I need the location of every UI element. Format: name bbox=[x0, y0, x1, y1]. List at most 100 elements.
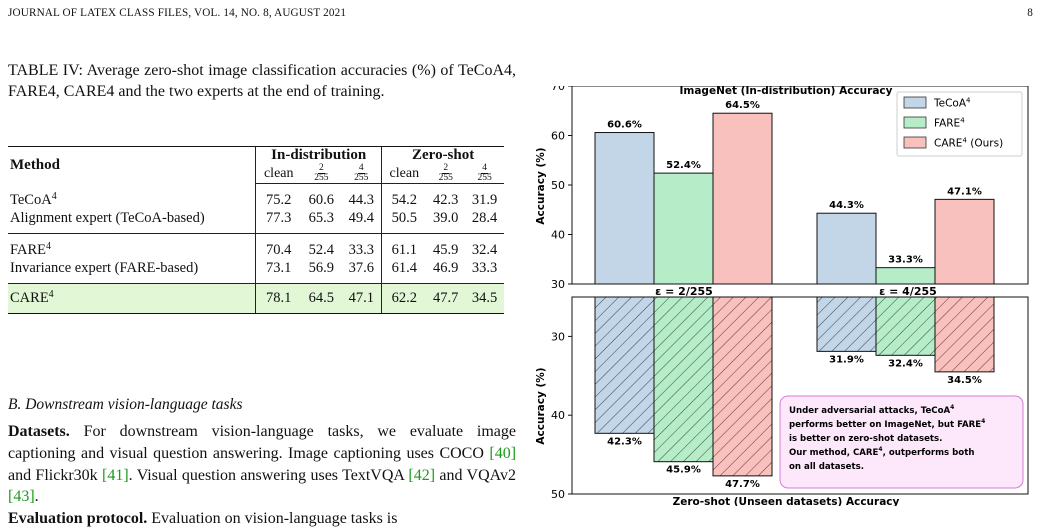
cell: 42.3 bbox=[433, 191, 459, 208]
accuracy-figure: ImageNet (In-distribution) Accuracy 30 40… bbox=[535, 86, 1029, 506]
bar-tecoa bbox=[816, 296, 877, 352]
legend-box bbox=[896, 91, 1023, 157]
row-method: FARE4 bbox=[8, 233, 256, 260]
table-row-highlighted: CARE4 78.1 64.5 47.1 62.2 47.7 34.5 bbox=[8, 283, 504, 314]
cell: 64.5 bbox=[301, 283, 342, 314]
category-label: ε = 2/255 bbox=[655, 285, 713, 298]
cell: 44.3 bbox=[348, 191, 374, 208]
bar-fare bbox=[653, 296, 714, 463]
sub-clean: clean bbox=[381, 164, 427, 184]
citation-link[interactable]: [42] bbox=[408, 466, 436, 484]
bar-fare bbox=[875, 296, 936, 356]
citation-link[interactable]: [43] bbox=[8, 488, 35, 506]
bar-tecoa bbox=[816, 212, 877, 285]
y-tick-label: 30 bbox=[551, 278, 565, 291]
bar-value-label: 47.7% bbox=[725, 479, 760, 490]
cell: 61.1 bbox=[381, 233, 427, 260]
category-label: ε = 4/255 bbox=[879, 285, 937, 298]
annotation-line: is better on zero-shot datasets. bbox=[789, 434, 942, 444]
col-group-in-distribution: In-distribution bbox=[255, 146, 382, 164]
running-header: JOURNAL OF LATEX CLASS FILES, VOL. 14, N… bbox=[8, 7, 1033, 19]
row-method: CARE4 bbox=[8, 283, 256, 314]
cell: 61.4 bbox=[381, 259, 427, 284]
bar-fare bbox=[653, 172, 714, 285]
legend-swatch-fare bbox=[903, 116, 927, 129]
bar-care bbox=[934, 198, 995, 285]
bar-value-label: 42.3% bbox=[607, 436, 642, 447]
cell: 56.9 bbox=[308, 260, 334, 277]
annotation-box: Under adversarial attacks, TeCoA4 perfor… bbox=[779, 395, 1024, 489]
bar-tecoa bbox=[594, 132, 655, 285]
cell: 39.0 bbox=[433, 210, 459, 227]
table-row: TeCoA4 75.2 60.6 44.3 54.2 42.3 31.9 bbox=[8, 183, 504, 210]
y-tick-label: 70 bbox=[551, 86, 565, 93]
cell: 32.4 bbox=[465, 233, 504, 260]
bottom-plot-frame bbox=[571, 296, 1029, 495]
table-header-row: Method In-distribution Zero-shot bbox=[8, 146, 504, 184]
bar-value-label: 47.1% bbox=[947, 186, 982, 197]
y-tick-label: 40 bbox=[551, 409, 565, 422]
annotation-line: Under adversarial attacks, TeCoA4 bbox=[789, 404, 954, 416]
y-tick-label: 30 bbox=[551, 330, 565, 343]
annotation-background bbox=[779, 395, 1024, 489]
cell: 73.1 bbox=[255, 259, 302, 284]
citation-link[interactable]: [41] bbox=[102, 466, 129, 484]
datasets-text: For downstream vision-language tasks, we… bbox=[8, 423, 517, 462]
table-row: FARE4 70.4 52.4 33.3 61.1 45.9 32.4 bbox=[8, 233, 504, 260]
top-bars: 60.6% 44.3% 52.4% 33.3% 64.5% 47.1% bbox=[594, 100, 995, 285]
table-subheader-row: clean 2 255 4 255 clean 2 255 4 255 bbox=[8, 163, 504, 184]
top-y-axis: 30 40 50 60 70 bbox=[551, 86, 572, 291]
bar-value-label: 33.3% bbox=[888, 255, 923, 266]
cell: 45.9 bbox=[426, 233, 466, 260]
legend-label-fare: FARE4 bbox=[934, 117, 965, 130]
bottom-y-axis-label: Accuracy (%) bbox=[535, 367, 547, 444]
cell: 49.4 bbox=[348, 210, 374, 227]
bar-value-label: 52.4% bbox=[666, 160, 701, 171]
sub-clean: clean bbox=[255, 164, 302, 184]
y-tick-label: 50 bbox=[551, 179, 565, 192]
sub-eps4: 4 255 bbox=[465, 163, 504, 184]
bar-tecoa bbox=[594, 296, 655, 434]
bar-care bbox=[934, 296, 995, 373]
cell: 65.3 bbox=[308, 210, 334, 227]
y-tick-label: 40 bbox=[551, 229, 565, 242]
table-row: Invariance expert (FARE-based) 73.1 56.9… bbox=[8, 259, 504, 284]
cell: 33.3 bbox=[341, 233, 382, 260]
datasets-paragraph: Datasets. For downstream vision-language… bbox=[8, 423, 517, 506]
annotation-line: performs better on ImageNet, but FARE4 bbox=[789, 418, 985, 430]
cell: 60.6 bbox=[308, 191, 334, 208]
cell: 50.5 bbox=[381, 209, 427, 234]
bar-value-label: 34.5% bbox=[947, 375, 982, 386]
cell: 52.4 bbox=[301, 233, 342, 260]
cell: 77.3 bbox=[255, 209, 302, 234]
cell: 62.2 bbox=[381, 283, 427, 314]
eval-label: Evaluation protocol. bbox=[8, 510, 148, 527]
cell: 33.3 bbox=[471, 260, 498, 277]
cell: 37.6 bbox=[348, 260, 374, 277]
annotation-line: Our method, CARE4, outperforms both bbox=[789, 446, 974, 458]
running-title: JOURNAL OF LATEX CLASS FILES, VOL. 14, N… bbox=[8, 7, 347, 19]
cell: 31.9 bbox=[471, 191, 498, 208]
cell: 47.7 bbox=[426, 283, 466, 314]
row-method: Invariance expert (FARE-based) bbox=[10, 260, 199, 277]
table-row: Alignment expert (TeCoA-based) 77.3 65.3… bbox=[8, 209, 504, 234]
cell: 46.9 bbox=[433, 260, 459, 277]
section-heading: B. Downstream vision-language tasks bbox=[8, 396, 243, 413]
top-panel: 30 40 50 60 70 60.6% 44.3% 52.4% 33.3% 64.5% 47.1… bbox=[535, 86, 1029, 291]
bottom-y-axis: 30 40 50 bbox=[551, 330, 572, 501]
legend: TeCoA4 FARE4 CARE4 (Ours) bbox=[896, 91, 1023, 157]
citation-link[interactable]: [40] bbox=[489, 444, 517, 462]
bar-value-label: 64.5% bbox=[725, 100, 760, 111]
table-caption: TABLE IV: Average zero-shot image classi… bbox=[8, 62, 516, 100]
page-number: 8 bbox=[1027, 7, 1033, 19]
legend-swatch-care bbox=[903, 136, 927, 149]
cell: 54.2 bbox=[381, 183, 427, 210]
bar-value-label: 45.9% bbox=[666, 465, 701, 476]
sub-eps4: 4 255 bbox=[341, 163, 382, 184]
y-tick-label: 50 bbox=[551, 488, 565, 501]
bar-care bbox=[712, 112, 773, 285]
col-method: Method bbox=[8, 146, 256, 184]
y-tick-label: 60 bbox=[551, 130, 565, 143]
results-table: Method In-distribution Zero-shot clean 2… bbox=[8, 146, 504, 314]
row-method: Alignment expert (TeCoA-based) bbox=[10, 210, 205, 227]
